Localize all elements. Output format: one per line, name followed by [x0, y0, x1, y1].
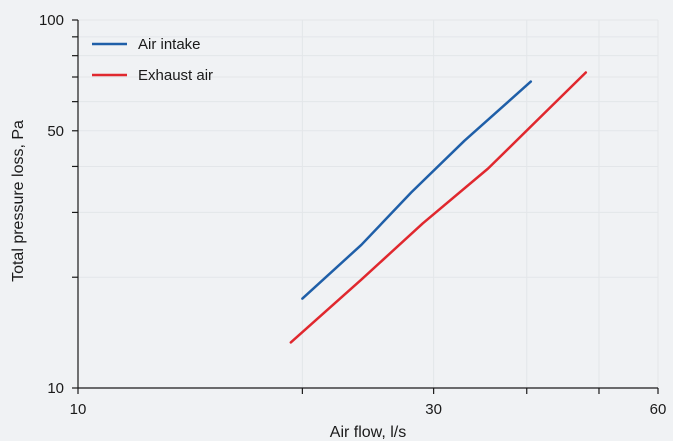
y-tick-label: 100 [39, 12, 64, 29]
axes [77, 20, 658, 389]
legend-label-exhaust-air: Exhaust air [138, 67, 213, 84]
legend: Air intake Exhaust air [92, 36, 213, 84]
x-tick-label: 60 [650, 401, 667, 418]
tick-labels: 10 30 60 10 50 100 [39, 12, 666, 418]
y-tick-label: 10 [47, 380, 64, 397]
y-axis-title: Total pressure loss, Pa [10, 120, 27, 282]
ticks [72, 19, 659, 394]
x-tick-label: 30 [425, 401, 442, 418]
x-axis-title: Air flow, l/s [330, 424, 406, 441]
series-lines [289, 71, 588, 344]
series-line-exhaust-air [289, 71, 588, 344]
grid [78, 19, 659, 388]
legend-label-air-intake: Air intake [138, 36, 201, 53]
x-tick-label: 10 [70, 401, 87, 418]
y-tick-label: 50 [47, 123, 64, 140]
series-line-air-intake [301, 80, 533, 300]
